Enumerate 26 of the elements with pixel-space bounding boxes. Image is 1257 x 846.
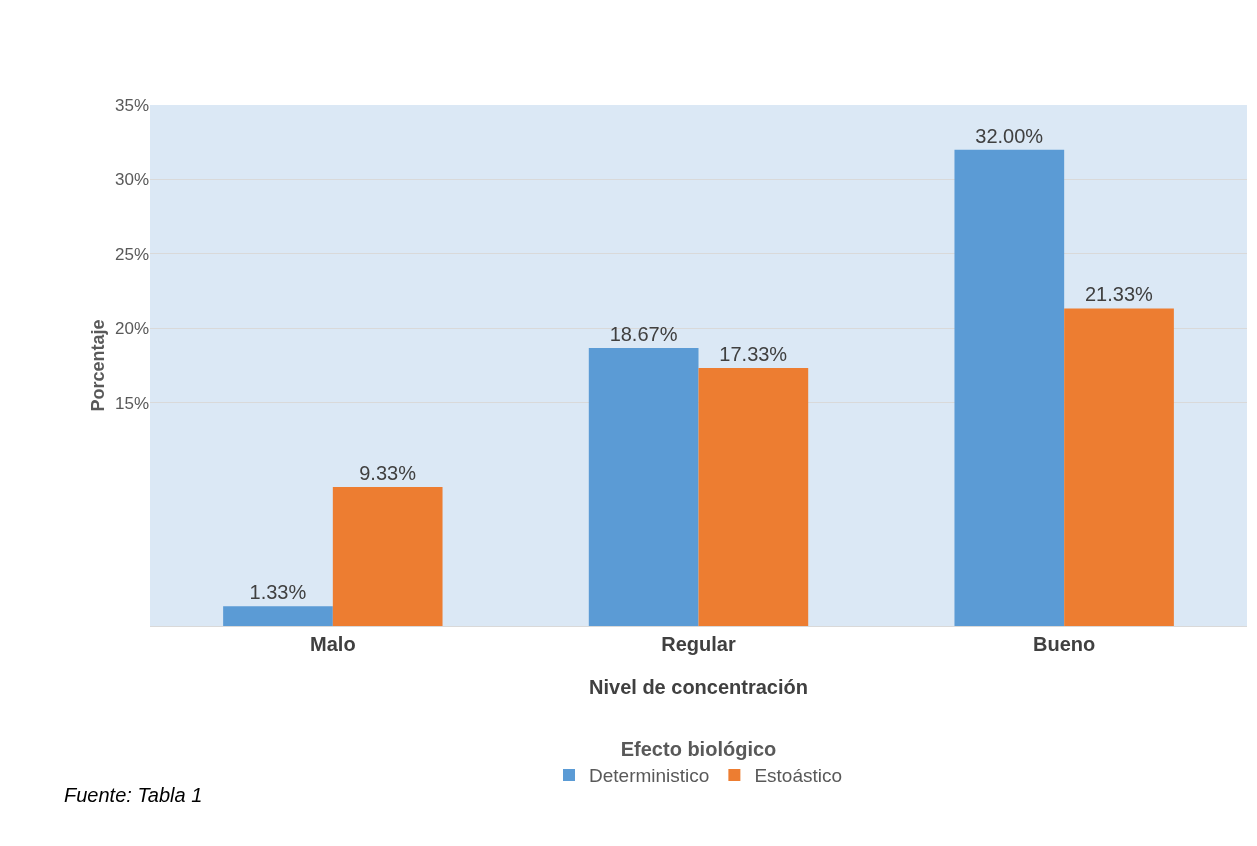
- data-label: 9.33%: [359, 462, 417, 485]
- bar: [223, 606, 333, 626]
- data-label: 17.33%: [719, 343, 788, 366]
- source-note: Fuente: Tabla 1: [64, 784, 203, 806]
- data-label: 32.00%: [975, 124, 1044, 147]
- x-tick-label: Malo: [310, 633, 356, 655]
- legend-label: Deterministico: [589, 765, 710, 787]
- y-tick-label: 20%: [114, 319, 149, 339]
- bar: [1064, 308, 1174, 626]
- y-tick-label: 25%: [114, 244, 149, 264]
- y-tick-label: 30%: [114, 170, 149, 190]
- data-label: 1.33%: [249, 581, 307, 604]
- bar: [698, 368, 809, 626]
- y-tick-label: 15%: [114, 393, 149, 413]
- bar: [332, 487, 443, 626]
- legend-label: Estoástico: [754, 765, 843, 787]
- legend-title: Efecto biológico: [620, 738, 777, 761]
- data-label: 18.67%: [609, 323, 678, 346]
- x-tick-label: Regular: [661, 633, 736, 655]
- y-axis-title: Porcentaje: [88, 319, 108, 412]
- x-tick-label: Bueno: [1033, 633, 1096, 655]
- data-label: 21.33%: [1085, 283, 1154, 306]
- x-axis-title: Nivel de concentración: [589, 675, 808, 698]
- y-tick-label: 35%: [114, 95, 149, 115]
- bar: [588, 348, 699, 626]
- bar: [954, 149, 1065, 626]
